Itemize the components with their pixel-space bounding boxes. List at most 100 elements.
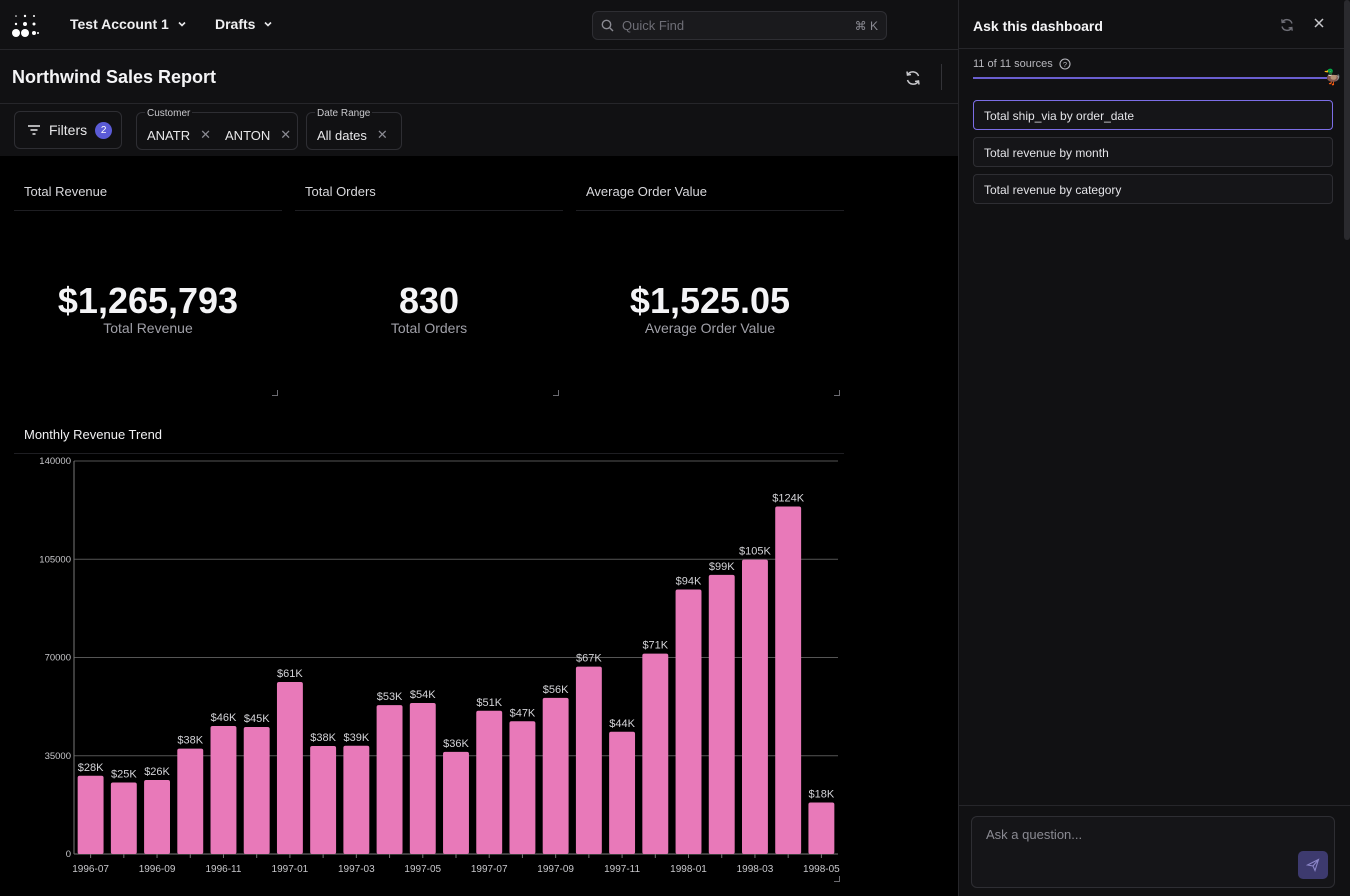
suggestion-item[interactable]: Total ship_via by order_date: [973, 100, 1333, 130]
data-label: $47K: [510, 707, 536, 719]
scrollbar[interactable]: [1344, 0, 1350, 240]
divider: [14, 453, 844, 454]
app-logo-icon[interactable]: [12, 12, 40, 38]
chevron-down-icon: [178, 21, 186, 27]
send-button[interactable]: [1298, 851, 1328, 879]
page-title: Northwind Sales Report: [12, 67, 217, 87]
data-label: $46K: [211, 712, 237, 724]
quick-find-search[interactable]: Quick Find ⌘ K: [592, 11, 887, 40]
divider: [959, 48, 1350, 49]
filter-icon: [28, 125, 40, 135]
ask-placeholder: Ask a question...: [986, 827, 1083, 842]
data-label: $44K: [609, 718, 635, 730]
search-placeholder: Quick Find: [622, 18, 685, 33]
kpi-value: 830: [398, 280, 460, 321]
close-icon[interactable]: [1312, 16, 1326, 30]
data-label: $25K: [111, 768, 137, 780]
date-range-filter[interactable]: Date Range All dates ✕: [306, 108, 402, 150]
customer-chip: ANTON ✕: [225, 127, 291, 143]
chip-value: ANTON: [225, 127, 271, 143]
panel-title: Ask this dashboard: [973, 18, 1103, 34]
bar: [443, 751, 469, 854]
chart-title: Monthly Revenue Trend: [24, 427, 163, 442]
card-title: Average Order Value: [586, 184, 707, 199]
data-label: $105K: [739, 546, 771, 558]
data-label: $38K: [310, 732, 336, 744]
x-tick-label: 1997-09: [537, 864, 574, 875]
bar: [575, 666, 602, 854]
divider: [941, 64, 942, 90]
resize-handle-icon[interactable]: [553, 390, 559, 396]
chevron-down-icon: [264, 21, 273, 27]
progress-fill: [973, 77, 1327, 79]
customer-filter[interactable]: Customer ANATR ✕ ANTON ✕: [136, 108, 298, 150]
y-tick-label: 105000: [39, 554, 71, 565]
remove-chip-icon[interactable]: ✕: [280, 127, 292, 142]
divider: [14, 210, 282, 211]
account-name: Test Account 1: [70, 16, 169, 32]
date-range-filter-label: Date Range: [315, 108, 373, 119]
bar: [210, 725, 237, 854]
bar: [476, 710, 503, 854]
suggestion-item[interactable]: Total revenue by month: [973, 137, 1333, 167]
bar: [542, 697, 569, 854]
ask-dashboard-panel: Ask this dashboard 11 of 11 sources ? 🦆 …: [958, 0, 1350, 896]
drafts-menu[interactable]: Drafts: [215, 16, 273, 32]
filters-label: Filters: [49, 122, 88, 138]
resize-handle-icon[interactable]: [272, 390, 278, 396]
customer-chip: ANATR ✕: [147, 127, 211, 143]
suggestion-item[interactable]: Total revenue by category: [973, 174, 1333, 204]
resize-handle-icon[interactable]: [834, 876, 840, 882]
data-label: $36K: [443, 738, 469, 750]
search-icon: [601, 19, 614, 32]
card-title: Total Revenue: [24, 184, 108, 199]
data-label: $38K: [177, 735, 203, 747]
account-switcher[interactable]: Test Account 1: [70, 16, 187, 32]
filter-bar: Filters 2 Customer ANATR ✕ ANTON ✕ Date …: [0, 104, 958, 156]
bar: [509, 721, 536, 854]
kpi-value: $1,265,793: [57, 280, 239, 321]
y-tick-label: 0: [66, 849, 71, 860]
bar: [808, 802, 835, 854]
data-label: $94K: [676, 576, 702, 588]
divider: [295, 210, 563, 211]
ask-question-input[interactable]: Ask a question...: [971, 816, 1335, 888]
x-tick-label: 1997-11: [604, 864, 640, 875]
data-label: $39K: [343, 732, 369, 744]
bar: [409, 703, 436, 854]
kpi-caption: Total Revenue: [103, 320, 193, 336]
filters-button[interactable]: Filters 2: [14, 111, 122, 149]
data-label: $54K: [410, 689, 436, 701]
x-tick-label: 1997-03: [338, 864, 375, 875]
x-tick-label: 1996-07: [72, 864, 109, 875]
data-label: $18K: [809, 789, 835, 801]
divider: [959, 805, 1350, 806]
sources-progress-bar: [973, 77, 1327, 79]
bar: [243, 727, 270, 854]
refresh-icon[interactable]: [904, 69, 922, 87]
bar: [310, 745, 337, 854]
drafts-label: Drafts: [215, 16, 256, 32]
bar: [376, 705, 403, 854]
top-bar: Test Account 1 Drafts Quick Find ⌘ K: [0, 0, 958, 50]
bar: [675, 589, 702, 854]
bar: [177, 748, 204, 854]
filters-count-badge: 2: [95, 121, 113, 139]
refresh-icon[interactable]: [1279, 17, 1295, 33]
x-tick-label: 1998-01: [670, 864, 707, 875]
title-bar: Northwind Sales Report: [0, 50, 958, 104]
remove-chip-icon[interactable]: ✕: [200, 127, 212, 142]
remove-chip-icon[interactable]: ✕: [376, 127, 388, 142]
resize-handle-icon[interactable]: [834, 390, 840, 396]
svg-text:?: ?: [1063, 60, 1067, 69]
data-label: $71K: [642, 640, 668, 652]
data-label: $53K: [377, 691, 403, 703]
help-icon[interactable]: ?: [1059, 58, 1071, 70]
bar: [343, 745, 370, 854]
search-shortcut: ⌘ K: [854, 18, 878, 33]
chip-value: ANATR: [147, 127, 191, 143]
customer-filter-label: Customer: [145, 108, 193, 119]
x-tick-label: 1997-01: [272, 864, 309, 875]
date-range-chip: All dates ✕: [317, 127, 388, 143]
y-tick-label: 140000: [39, 456, 71, 467]
